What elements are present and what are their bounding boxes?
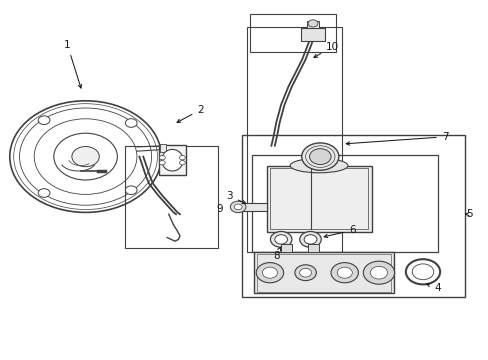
Circle shape xyxy=(262,267,277,278)
Bar xyxy=(266,166,371,232)
Circle shape xyxy=(270,231,291,247)
Text: 8: 8 xyxy=(272,247,280,261)
Circle shape xyxy=(38,189,50,197)
Bar xyxy=(242,135,464,297)
Bar xyxy=(254,252,393,293)
Text: 2: 2 xyxy=(177,105,203,122)
Text: 10: 10 xyxy=(313,42,338,58)
Bar xyxy=(246,27,342,252)
Circle shape xyxy=(309,149,330,165)
Circle shape xyxy=(299,268,311,277)
Circle shape xyxy=(159,156,165,160)
Circle shape xyxy=(159,161,165,165)
Circle shape xyxy=(125,119,137,127)
Bar xyxy=(306,21,318,28)
Bar xyxy=(159,145,185,175)
Circle shape xyxy=(234,204,242,210)
Circle shape xyxy=(304,235,316,244)
Text: 4: 4 xyxy=(426,283,440,293)
Bar xyxy=(124,146,217,248)
Circle shape xyxy=(179,156,185,160)
Bar xyxy=(270,168,367,229)
Ellipse shape xyxy=(289,158,347,173)
Circle shape xyxy=(256,263,283,283)
Bar xyxy=(281,244,291,252)
Circle shape xyxy=(294,265,316,281)
Circle shape xyxy=(307,20,317,27)
Circle shape xyxy=(330,263,358,283)
Circle shape xyxy=(38,116,50,125)
Circle shape xyxy=(363,261,394,284)
Bar xyxy=(237,203,266,211)
Ellipse shape xyxy=(161,149,183,171)
Circle shape xyxy=(125,186,137,194)
Bar xyxy=(160,144,166,152)
Text: 5: 5 xyxy=(465,209,472,219)
Text: 9: 9 xyxy=(216,204,223,214)
Bar xyxy=(250,14,335,52)
Circle shape xyxy=(337,267,351,278)
Text: 1: 1 xyxy=(64,40,81,88)
Bar xyxy=(256,254,390,292)
Circle shape xyxy=(299,231,321,247)
Circle shape xyxy=(301,143,338,170)
Text: 6: 6 xyxy=(324,225,355,238)
Circle shape xyxy=(369,266,387,279)
Circle shape xyxy=(230,201,245,213)
Circle shape xyxy=(274,235,287,244)
Text: 3: 3 xyxy=(226,191,245,204)
Bar xyxy=(251,155,437,252)
Bar xyxy=(300,28,325,41)
Circle shape xyxy=(72,147,99,167)
Bar xyxy=(307,244,318,252)
Text: 7: 7 xyxy=(346,132,447,145)
Circle shape xyxy=(179,161,185,165)
